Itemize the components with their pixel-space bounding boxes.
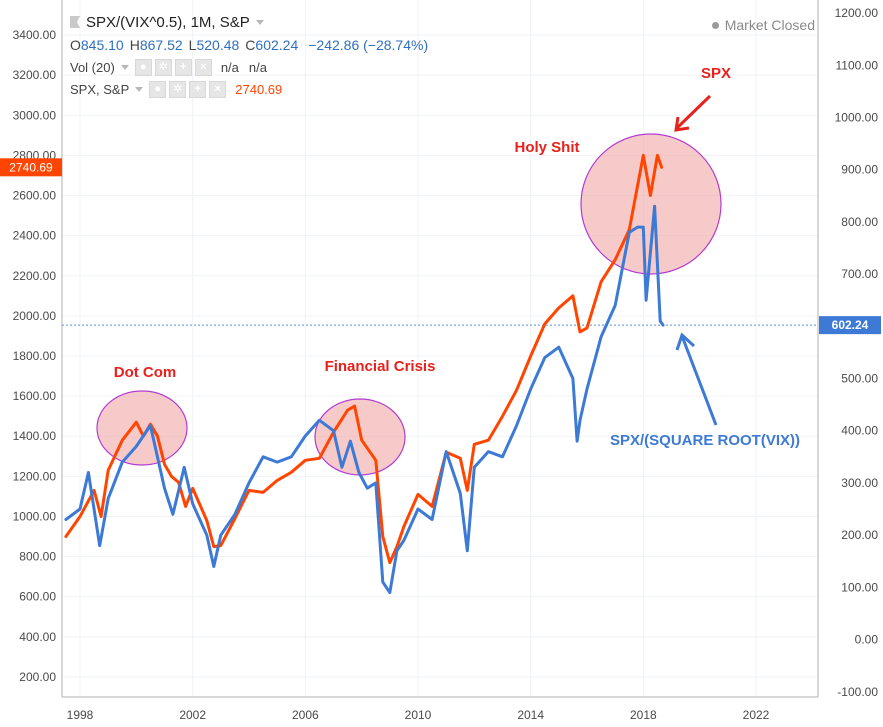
annotation-label: Holy Shit [514,139,579,156]
gear-icon[interactable]: ✲ [169,80,187,98]
right-axis-tick-label: 300.00 [841,476,878,490]
left-axis-price-marker [0,158,62,177]
annotation-arrow-red-head [674,116,690,132]
plus-icon[interactable]: + [189,80,207,98]
plus-icon[interactable]: + [174,58,192,76]
eye-icon[interactable]: ● [134,58,152,76]
chevron-down-icon[interactable] [135,86,144,92]
left-axis-tick-label: 3400.00 [13,28,57,42]
compare-row: SPX, S&P ● ✲ + × 2740.69 [70,78,428,100]
left-axis-price-marker-label: 2740.69 [9,160,53,174]
x-axis-tick-label: 2014 [517,708,544,722]
annotation-label: SPX [701,65,731,82]
chart-legend: SPX/(VIX^0.5), 1M, S&P O 845.10 H 867.52 L… [70,10,428,100]
open-value: 845.10 [80,37,124,53]
symbol-title[interactable]: SPX/(VIX^0.5), 1M, S&P [86,13,250,31]
left-axis-tick-label: 1800.00 [13,349,57,363]
ohlc-row: O 845.10 H 867.52 L 520.48 C 602.24 −242.86 … [70,34,428,56]
annotation-arrow-red [675,94,712,130]
right-axis-tick-label: 900.00 [841,163,878,177]
left-axis-tick-label: 1000.00 [13,509,57,523]
left-axis-tick-label: 1600.00 [13,389,57,403]
chevron-down-icon[interactable] [120,64,129,70]
left-axis-tick-label: 2200.00 [13,269,57,283]
volume-label[interactable]: Vol (20) [70,59,115,75]
x-axis-tick-label: 2006 [292,708,319,722]
right-axis-tick-label: -100.00 [837,685,878,699]
market-status-text: Market Closed [724,17,815,33]
close-value: 602.24 [255,37,299,53]
gear-icon[interactable]: ✲ [154,58,172,76]
annotation-label: Financial Crisis [325,358,436,375]
annotation-label: SPX/(SQUARE ROOT(VIX)) [610,432,800,449]
left-axis-tick-label: 1200.00 [13,469,57,483]
close-label: C [245,37,256,53]
right-axis-tick-label: 1000.00 [835,110,879,124]
highlight-circle-dot-com [96,390,188,466]
low-value: 520.48 [196,37,240,53]
chevron-down-icon[interactable] [255,19,264,25]
low-label: L [188,37,197,53]
open-label: O [70,37,81,53]
right-axis-tick-label: 200.00 [841,528,878,542]
left-axis-tick-label: 800.00 [19,550,56,564]
change-value: −242.86 (−28.74%) [308,37,429,53]
x-axis-tick-label: 2002 [179,708,206,722]
flag-icon[interactable] [70,16,80,28]
x-axis-tick-label: 2018 [630,708,657,722]
volume-value: n/a [248,59,267,75]
annotation-label: Dot Com [114,364,177,381]
right-axis-price-marker [819,316,881,335]
left-axis-tick-label: 2600.00 [13,189,57,203]
x-axis-tick-label: 2022 [743,708,770,722]
right-axis-tick-label: 800.00 [841,215,878,229]
right-axis-tick-label: 1100.00 [836,58,879,72]
eye-icon[interactable]: ● [149,80,167,98]
x-axis-tick-label: 2010 [405,708,432,722]
compare-value: 2740.69 [235,81,283,97]
left-axis-tick-label: 600.00 [19,590,56,604]
right-axis-price-marker-label: 602.24 [832,318,869,332]
left-axis-tick-label: 2400.00 [13,229,57,243]
market-status: Market Closed [711,17,815,33]
high-value: 867.52 [139,37,183,53]
left-axis-tick-label: 1400.00 [13,429,57,443]
left-axis-tick-label: 200.00 [19,670,56,684]
right-axis-tick-label: 100.00 [841,580,878,594]
left-axis-tick-label: 400.00 [19,630,56,644]
left-axis-tick-label: 3200.00 [13,68,57,82]
annotation-arrow-blue [680,335,718,426]
compare-label[interactable]: SPX, S&P [70,81,130,97]
right-axis-tick-label: 700.00 [841,267,878,281]
annotation-arrow-blue-head [675,332,696,351]
volume-value: n/a [220,59,239,75]
highlight-circle-holy-shit [580,133,722,275]
right-axis-tick-label: 500.00 [841,372,878,386]
right-axis-tick-label: 1200.00 [835,6,879,20]
series-line-spx-vix-ratio [64,204,665,595]
left-axis-tick-label: 3000.00 [13,108,57,122]
volume-row: Vol (20) ● ✲ + × n/a n/a [70,56,428,78]
close-icon[interactable]: × [194,58,212,76]
right-axis-tick-label: 400.00 [841,424,878,438]
x-axis-tick-label: 1998 [67,708,94,722]
right-axis-tick-label: 0.00 [855,633,879,647]
status-dot-icon [711,21,719,29]
close-icon[interactable]: × [209,80,227,98]
series-line-spx [64,153,664,565]
symbol-row[interactable]: SPX/(VIX^0.5), 1M, S&P [70,10,428,34]
left-axis-tick-label: 2000.00 [13,309,57,323]
high-label: H [129,37,140,53]
